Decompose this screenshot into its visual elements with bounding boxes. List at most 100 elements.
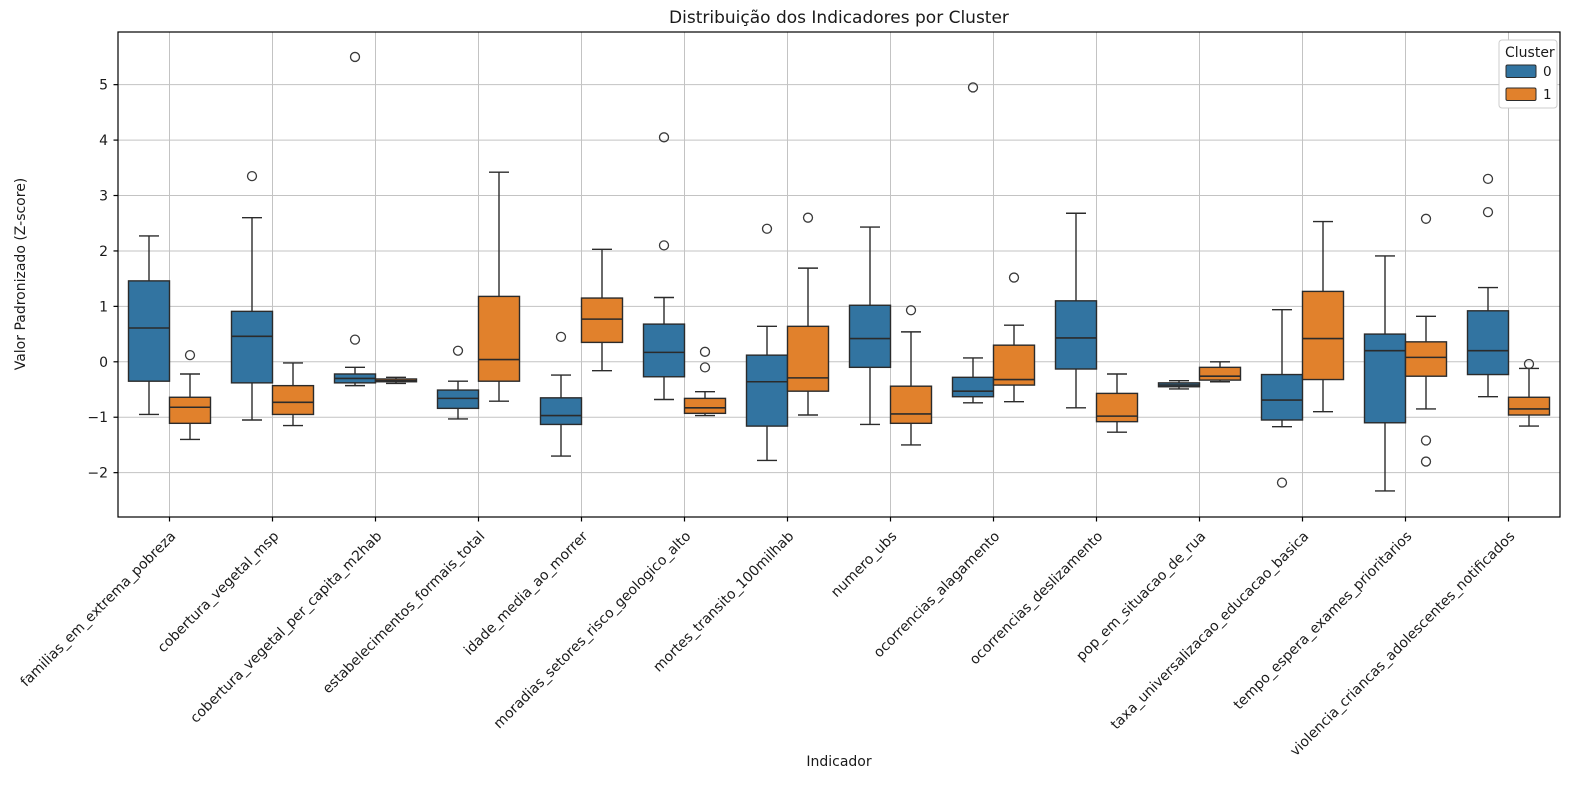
box-cluster1-pop_em_situacao_de_rua	[1198, 361, 1242, 383]
iqr-box	[436, 389, 480, 410]
y-tick-label: 5	[99, 78, 108, 94]
box-cluster0-pop_em_situacao_de_rua	[1157, 379, 1201, 390]
x-tick-label-tempo_espera_exames_prioritarios: tempo_espera_exames_prioritarios	[1231, 529, 1416, 714]
iqr-box	[539, 397, 583, 426]
axes-frame	[117, 31, 1561, 518]
outlier-point	[349, 334, 361, 345]
outlier-point	[1008, 272, 1020, 283]
box-cluster0-mortes_transito_100milhab	[745, 223, 789, 462]
iqr-box	[1198, 366, 1242, 381]
iqr-box	[230, 310, 274, 384]
outlier-point	[658, 132, 670, 143]
outlier-point	[1276, 477, 1288, 488]
legend-swatch-cluster-1	[1505, 87, 1537, 101]
box-cluster0-taxa_universalizacao_educacao_basica	[1260, 308, 1304, 488]
y-tick-label: −1	[87, 410, 108, 426]
box-cluster0-tempo_espera_exames_prioritarios	[1363, 255, 1407, 492]
box-cluster1-ocorrencias_alagamento	[992, 272, 1036, 403]
box-cluster0-ocorrencias_deslizamento	[1054, 212, 1098, 409]
outlier-point	[452, 345, 464, 356]
iqr-box	[642, 323, 686, 378]
iqr-box	[1363, 333, 1407, 424]
box-cluster1-cobertura_vegetal_msp	[271, 362, 315, 427]
iqr-box	[580, 297, 624, 344]
outlier-point	[658, 240, 670, 251]
plot-area: −2 −1 0 1 2 3 4 5 familias_em_extrema_pobrezacob…	[18, 31, 1561, 760]
outlier-point	[1420, 456, 1432, 467]
legend-label-cluster-1: 1	[1543, 87, 1552, 103]
box-cluster1-violencia_criancas_adolescentes_notificados	[1507, 358, 1551, 427]
outlier-point	[1420, 435, 1432, 446]
outlier-point	[246, 170, 258, 182]
x-tick-label-numero_ubs: numero_ubs	[828, 529, 900, 601]
y-tick-label: 0	[99, 355, 108, 371]
box-cluster0-estabelecimentos_formais_total	[436, 345, 480, 420]
box-cluster1-estabelecimentos_formais_total	[477, 171, 521, 402]
box-cluster0-cobertura_vegetal_msp	[230, 170, 274, 421]
iqr-box	[1507, 396, 1551, 416]
outlier-point	[699, 346, 711, 357]
iqr-box	[848, 304, 892, 369]
box-cluster1-moradias_setores_risco_geologico_alto	[683, 346, 727, 417]
iqr-box	[889, 385, 933, 425]
outlier-point	[1420, 213, 1432, 224]
iqr-box	[1095, 392, 1139, 423]
x-tick-label-cobertura_vegetal_per_capita_m2hab: cobertura_vegetal_per_capita_m2hab	[187, 528, 385, 726]
box-cluster0-idade_media_ao_morrer	[539, 331, 583, 457]
box-cluster1-idade_media_ao_morrer	[580, 248, 624, 372]
box-cluster1-tempo_espera_exames_prioritarios	[1404, 213, 1448, 467]
outlier-point	[184, 349, 196, 361]
iqr-box	[1404, 341, 1448, 377]
iqr-box	[127, 280, 171, 382]
outlier-point	[555, 331, 567, 343]
box-cluster1-mortes_transito_100milhab	[786, 212, 830, 416]
iqr-box	[271, 384, 315, 416]
iqr-box	[1054, 300, 1098, 370]
x-tick-label-estabelecimentos_formais_total: estabelecimentos_formais_total	[320, 529, 489, 698]
outlier-point	[1482, 173, 1494, 185]
outlier-point	[1523, 358, 1535, 370]
x-tick-label-taxa_universalizacao_educacao_basica: taxa_universalizacao_educacao_basica	[1108, 529, 1312, 733]
x-tick-label-cobertura_vegetal_msp: cobertura_vegetal_msp	[155, 528, 283, 656]
box-cluster1-taxa_universalizacao_educacao_basica	[1301, 220, 1345, 413]
x-tick-label-violencia_criancas_adolescentes_notificados: violencia_criancas_adolescentes_notifica…	[1287, 529, 1518, 760]
y-axis-label: Valor Padronizado (Z-score)	[13, 178, 29, 371]
outlier-point	[761, 223, 773, 234]
x-tick-label-moradias_setores_risco_geologico_alto: moradias_setores_risco_geologico_alto	[491, 529, 695, 733]
iqr-box	[168, 396, 212, 425]
box-cluster1-cobertura_vegetal_per_capita_m2hab	[374, 376, 418, 385]
box-cluster0-violencia_criancas_adolescentes_notificados	[1466, 173, 1510, 398]
box-cluster0-familias_em_extrema_pobreza	[127, 235, 171, 416]
x-tick-label-familias_em_extrema_pobreza: familias_em_extrema_pobreza	[18, 529, 180, 691]
x-axis-label: Indicador	[806, 754, 872, 770]
iqr-box	[992, 344, 1036, 386]
outlier-point	[967, 82, 979, 93]
y-tick-label: 3	[99, 189, 108, 205]
box-cluster1-familias_em_extrema_pobreza	[168, 349, 212, 441]
outlier-point	[1482, 206, 1494, 218]
outlier-point	[349, 51, 361, 63]
box-cluster0-numero_ubs	[848, 226, 892, 426]
y-tick-label: −2	[87, 466, 108, 482]
iqr-box	[1260, 373, 1304, 421]
iqr-box	[745, 354, 789, 427]
iqr-box	[683, 397, 727, 415]
iqr-box	[786, 325, 830, 392]
outlier-point	[905, 305, 917, 316]
box-cluster1-numero_ubs	[889, 305, 933, 446]
y-tick-label: 1	[99, 299, 108, 315]
y-tick-label: 4	[99, 133, 108, 149]
y-tick-label: 2	[99, 244, 108, 260]
iqr-box	[951, 376, 995, 398]
outlier-point	[699, 362, 711, 373]
iqr-box	[477, 295, 521, 382]
box-cluster0-moradias_setores_risco_geologico_alto	[642, 132, 686, 401]
chart-title: Distribuição dos Indicadores por Cluster	[669, 8, 1009, 28]
legend-swatch-cluster-0	[1505, 64, 1537, 78]
legend-title: Cluster	[1505, 45, 1555, 61]
box-cluster0-ocorrencias_alagamento	[951, 82, 995, 404]
legend: Cluster 0 1	[1498, 39, 1558, 109]
box-cluster1-ocorrencias_deslizamento	[1095, 373, 1139, 433]
